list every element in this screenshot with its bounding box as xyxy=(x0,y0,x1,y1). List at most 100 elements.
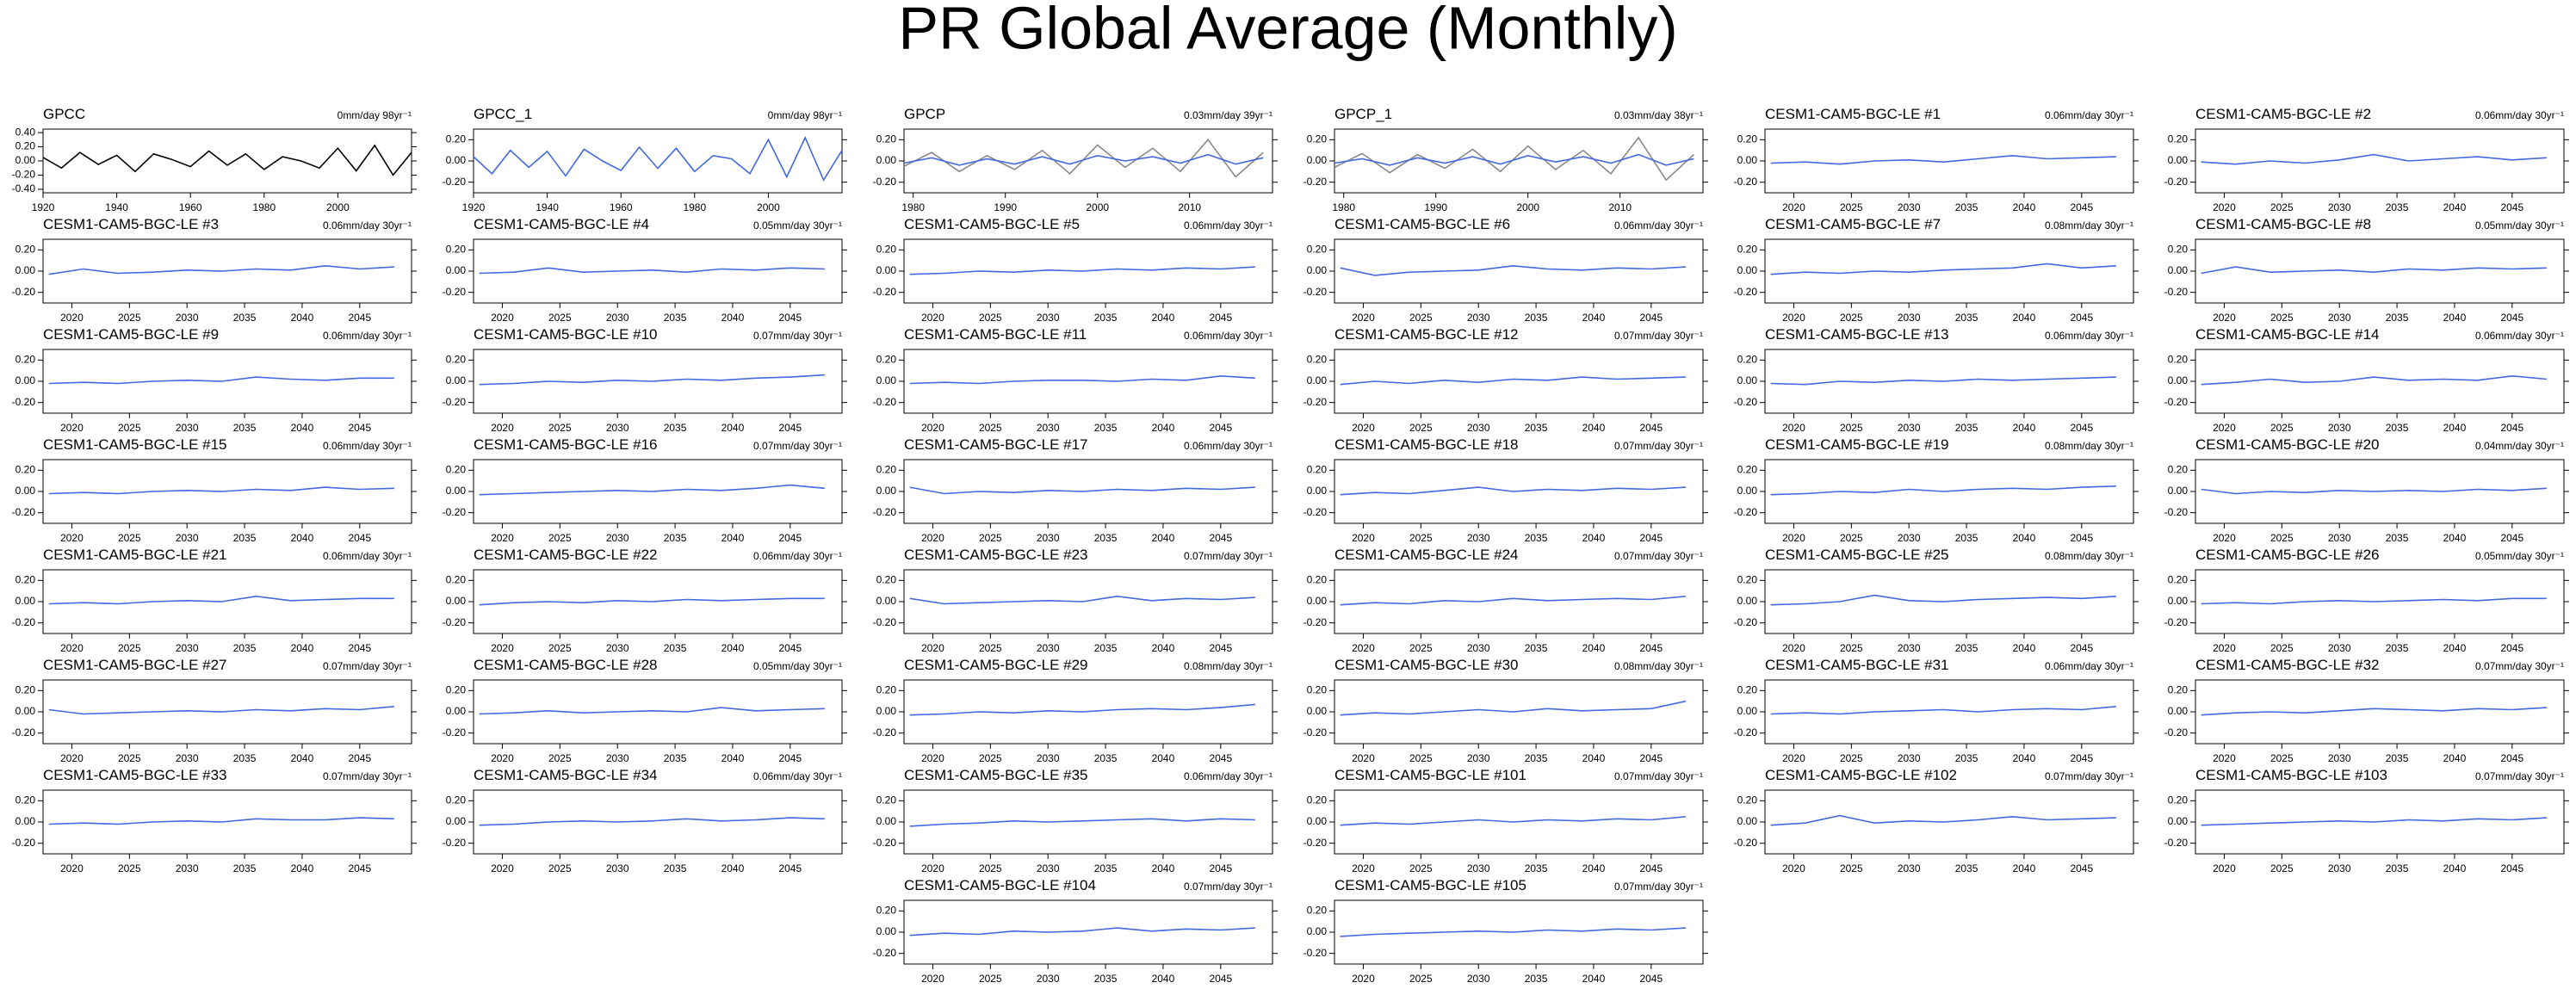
x-tick-label: 2025 xyxy=(979,862,1002,874)
x-tick-label: 2000 xyxy=(1516,201,1539,213)
x-tick-label: 2040 xyxy=(2013,422,2036,434)
x-tick-label: 2045 xyxy=(348,532,371,544)
x-tick-label: 2030 xyxy=(1898,642,1921,654)
y-tick-label: 0.00 xyxy=(1737,595,1758,607)
y-tick-label: 0.20 xyxy=(1307,574,1328,586)
y-tick-label: 0.20 xyxy=(446,354,467,366)
y-tick-label: 0.00 xyxy=(1307,925,1328,937)
trend-label: 0.06mm/day 30yr⁻¹ xyxy=(2045,109,2133,121)
trend-label: 0.03mm/day 39yr⁻¹ xyxy=(1184,109,1273,121)
x-tick-label: 2025 xyxy=(1840,532,1863,544)
x-tick-label: 2030 xyxy=(1037,312,1060,324)
y-tick-label: -0.20 xyxy=(1734,286,1758,298)
x-tick-label: 2035 xyxy=(1094,312,1118,324)
y-tick-label: 0.20 xyxy=(15,794,36,807)
y-tick-label: -0.20 xyxy=(2164,506,2189,518)
x-tick-label: 2040 xyxy=(721,642,745,654)
panel-title: CESM1-CAM5-BGC-LE #21 xyxy=(43,547,227,563)
y-tick-label: -0.20 xyxy=(1734,616,1758,628)
y-tick-label: 0.20 xyxy=(876,574,897,586)
y-tick-label: -0.20 xyxy=(443,506,467,518)
x-tick-label: 2035 xyxy=(1525,642,1548,654)
plot-frame xyxy=(1764,238,2134,304)
x-tick-label: 2035 xyxy=(1955,312,1978,324)
trend-label: 0.07mm/day 30yr⁻¹ xyxy=(2045,770,2133,782)
y-tick-label: 0.20 xyxy=(2168,244,2189,256)
x-tick-label: 2045 xyxy=(2070,752,2093,764)
x-tick-label: 2040 xyxy=(291,422,314,434)
x-tick-label: 2020 xyxy=(491,422,514,434)
y-tick-label: 0.20 xyxy=(1737,794,1758,807)
y-tick-label: 0.20 xyxy=(446,244,467,256)
x-tick-label: 2045 xyxy=(1209,312,1232,324)
y-tick-label: 0.20 xyxy=(2168,574,2189,586)
panel-title: CESM1-CAM5-BGC-LE #9 xyxy=(43,326,219,343)
y-tick-label: 0.00 xyxy=(1737,374,1758,386)
y-tick-label: 0.20 xyxy=(446,574,467,586)
panel-title: CESM1-CAM5-BGC-LE #19 xyxy=(1765,436,1949,453)
trend-label: 0.07mm/day 30yr⁻¹ xyxy=(753,330,842,342)
x-tick-label: 2040 xyxy=(1582,422,1606,434)
x-tick-label: 2035 xyxy=(1094,642,1118,654)
x-tick-label: 2045 xyxy=(2500,752,2523,764)
panel-title: CESM1-CAM5-BGC-LE #31 xyxy=(1765,657,1949,673)
x-tick-label: 2020 xyxy=(2213,752,2236,764)
trend-label: 0.07mm/day 30yr⁻¹ xyxy=(323,770,412,782)
x-tick-label: 2045 xyxy=(1209,642,1232,654)
trend-label: 0.06mm/day 30yr⁻¹ xyxy=(2475,330,2564,342)
x-tick-label: 2045 xyxy=(2070,312,2093,324)
x-tick-label: 2040 xyxy=(2013,752,2036,764)
series-line xyxy=(1340,486,1686,496)
panel-title: CESM1-CAM5-BGC-LE #2 xyxy=(2195,106,2371,122)
series-line xyxy=(909,595,1255,605)
x-tick-label: 2030 xyxy=(1898,532,1921,544)
x-tick-label: 2045 xyxy=(778,752,802,764)
panel-title: CESM1-CAM5-BGC-LE #28 xyxy=(474,657,658,673)
x-tick-label: 2035 xyxy=(1955,862,1978,874)
x-tick-label: 2025 xyxy=(548,752,572,764)
x-tick-label: 2040 xyxy=(1582,862,1606,874)
x-tick-label: 2020 xyxy=(921,862,944,874)
y-tick-label: 0.20 xyxy=(1307,464,1328,476)
plot-frame xyxy=(473,128,843,194)
x-tick-label: 2020 xyxy=(60,752,84,764)
x-tick-label: 2040 xyxy=(1582,752,1606,764)
y-tick-label: 0.20 xyxy=(2168,794,2189,807)
x-tick-label: 2040 xyxy=(721,752,745,764)
x-tick-label: 2030 xyxy=(606,862,629,874)
trend-label: 0.05mm/day 30yr⁻¹ xyxy=(2475,219,2564,232)
x-tick-label: 1940 xyxy=(536,201,559,213)
trend-label: 0.08mm/day 30yr⁻¹ xyxy=(2045,219,2133,232)
x-tick-label: 2025 xyxy=(2270,642,2294,654)
y-tick-label: 0.00 xyxy=(15,815,36,827)
x-tick-label: 2035 xyxy=(664,862,687,874)
y-tick-label: 0.20 xyxy=(1307,794,1328,807)
y-tick-label: 0.20 xyxy=(2168,133,2189,145)
y-tick-label: 0.00 xyxy=(15,485,36,497)
plot-frame xyxy=(473,789,843,855)
y-tick-label: -0.20 xyxy=(1303,396,1328,408)
x-tick-label: 2020 xyxy=(1352,973,1375,985)
x-tick-label: 2020 xyxy=(60,312,84,324)
x-tick-label: 2030 xyxy=(1467,973,1490,985)
panel-title: CESM1-CAM5-BGC-LE #20 xyxy=(2195,436,2380,453)
y-tick-label: 0.00 xyxy=(15,705,36,717)
x-tick-label: 2020 xyxy=(1352,862,1375,874)
plot-frame xyxy=(1334,569,1704,634)
series-line xyxy=(1340,596,1686,606)
panel-title: CESM1-CAM5-BGC-LE #35 xyxy=(904,767,1088,783)
y-tick-label: -0.20 xyxy=(873,837,897,849)
x-tick-label: 2045 xyxy=(348,312,371,324)
panel-title: CESM1-CAM5-BGC-LE #15 xyxy=(43,436,227,453)
x-tick-label: 2020 xyxy=(60,642,84,654)
trend-label: 0.06mm/day 30yr⁻¹ xyxy=(2045,330,2133,342)
x-tick-label: 2030 xyxy=(606,752,629,764)
x-tick-label: 2040 xyxy=(2013,201,2036,213)
x-tick-label: 2035 xyxy=(1094,422,1118,434)
series-line xyxy=(479,707,825,715)
plot-frame xyxy=(42,128,412,194)
x-tick-label: 2020 xyxy=(1782,642,1805,654)
y-tick-label: -0.20 xyxy=(1734,837,1758,849)
x-tick-label: 2040 xyxy=(2013,312,2036,324)
x-tick-label: 2035 xyxy=(2386,532,2409,544)
